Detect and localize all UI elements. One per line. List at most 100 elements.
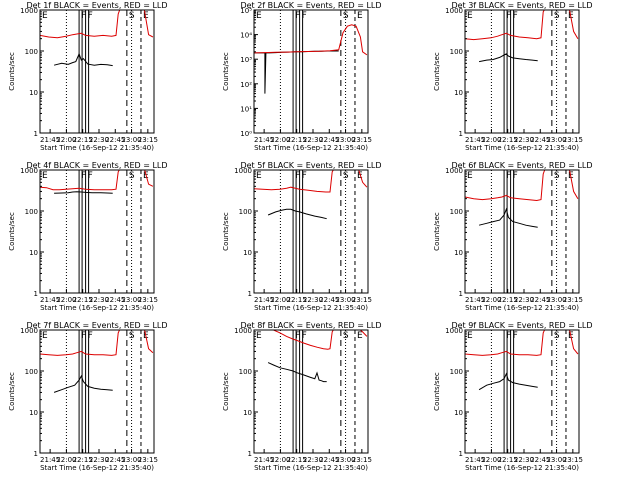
x-tick-label: 22:00 [270,296,290,304]
y-tick-label: 1 [248,450,252,458]
x-tick-label: 22:15 [287,136,307,144]
y-tick-label: 1000 [234,167,252,175]
series-line-lld [465,330,579,356]
x-tick-label: 22:45 [319,456,339,464]
plot-frame [39,329,155,454]
x-axis-label: Start Time (16-Sep-12 21:35:40) [465,144,579,152]
marker-label: F [88,171,93,181]
panel-title: Det 8f BLACK = Events, RED = LLD [240,321,381,330]
y-tick-label: 10² [240,81,252,89]
marker-label: F [506,11,511,21]
x-tick-label: 23:15 [563,136,583,144]
x-tick-label: 22:45 [530,136,550,144]
plot-frame [39,169,155,294]
marker-label: E [143,11,149,21]
x-tick-label: 22:15 [73,136,93,144]
x-tick-label: 23:15 [563,296,583,304]
x-tick-label: 21:45 [40,296,60,304]
panel-title: Det 2f BLACK = Events, RED = LLD [240,1,381,10]
marker-label: E [256,171,262,181]
plot-frame [253,169,369,294]
marker-label: F [513,11,518,21]
series-line-lld [40,170,154,191]
x-tick-label: 23:00 [121,136,141,144]
marker-label: S [554,11,560,21]
y-tick-label: 10⁵ [240,7,252,15]
series-line-lld [465,170,579,202]
panel-title: Det 6f BLACK = Events, RED = LLD [451,161,592,170]
x-tick-label: 21:45 [465,136,485,144]
x-tick-label: 21:45 [254,456,274,464]
series-line-events [267,208,327,220]
x-tick-label: 22:45 [530,456,550,464]
y-axis-label: Counts/sec [8,372,16,411]
marker-label: S [343,331,349,341]
y-tick-label: 1000 [20,327,38,335]
y-tick-label: 10⁴ [240,32,252,40]
x-tick-label: 21:45 [465,296,485,304]
x-tick-label: 22:00 [56,296,76,304]
y-tick-label: 1 [459,130,463,138]
series-line-events [267,362,327,383]
y-tick-label: 1 [34,450,38,458]
y-axis-label: Counts/sec [222,52,230,91]
x-tick-label: 23:00 [121,456,141,464]
x-tick-label: 22:30 [514,136,534,144]
marker-label: E [467,331,473,341]
x-axis-label: Start Time (16-Sep-12 21:35:40) [40,304,154,312]
y-tick-label: 10 [243,409,252,417]
y-tick-label: 100 [450,208,463,216]
marker-label: F [295,171,300,181]
series-line-lld [254,170,368,193]
marker-label: E [467,11,473,21]
x-tick-label: 23:00 [546,136,566,144]
x-tick-label: 22:30 [514,296,534,304]
x-tick-label: 21:45 [40,136,60,144]
y-tick-label: 10⁰ [240,130,252,138]
x-axis-label: Start Time (16-Sep-12 21:35:40) [465,304,579,312]
x-tick-label: 23:00 [335,456,355,464]
x-tick-label: 22:15 [498,136,518,144]
marker-label: F [88,11,93,21]
x-tick-label: 21:45 [40,456,60,464]
x-tick-label: 22:30 [89,136,109,144]
x-tick-label: 21:45 [254,296,274,304]
x-axis-label: Start Time (16-Sep-12 21:35:40) [254,464,368,472]
x-tick-label: 21:45 [465,456,485,464]
marker-label: E [357,11,363,21]
marker-label: E [467,171,473,181]
y-tick-label: 10 [29,249,38,257]
panel-title: Det 5f BLACK = Events, RED = LLD [240,161,381,170]
y-tick-label: 10¹ [240,105,252,113]
x-tick-label: 22:00 [481,136,501,144]
series-line-lld [271,330,368,350]
y-tick-label: 100 [25,48,38,56]
series-line-lld [40,330,154,356]
x-tick-label: 22:00 [481,456,501,464]
marker-label: S [129,11,135,21]
x-axis-label: Start Time (16-Sep-12 21:35:40) [40,144,154,152]
x-tick-label: 22:00 [270,456,290,464]
y-tick-label: 10³ [240,56,252,64]
y-tick-label: 10 [243,249,252,257]
x-tick-label: 22:15 [73,456,93,464]
marker-label: S [129,171,135,181]
panel-title: Det 4f BLACK = Events, RED = LLD [26,161,167,170]
y-axis-label: Counts/sec [222,372,230,411]
plot-frame [464,9,580,134]
plot-frame [253,9,369,134]
y-tick-label: 1000 [445,167,463,175]
marker-label: E [42,171,48,181]
y-tick-label: 100 [25,208,38,216]
marker-label: F [81,11,86,21]
x-tick-label: 22:00 [481,296,501,304]
y-tick-label: 1000 [445,7,463,15]
y-tick-label: 10 [454,249,463,257]
x-tick-label: 22:15 [287,456,307,464]
marker-label: F [81,171,86,181]
